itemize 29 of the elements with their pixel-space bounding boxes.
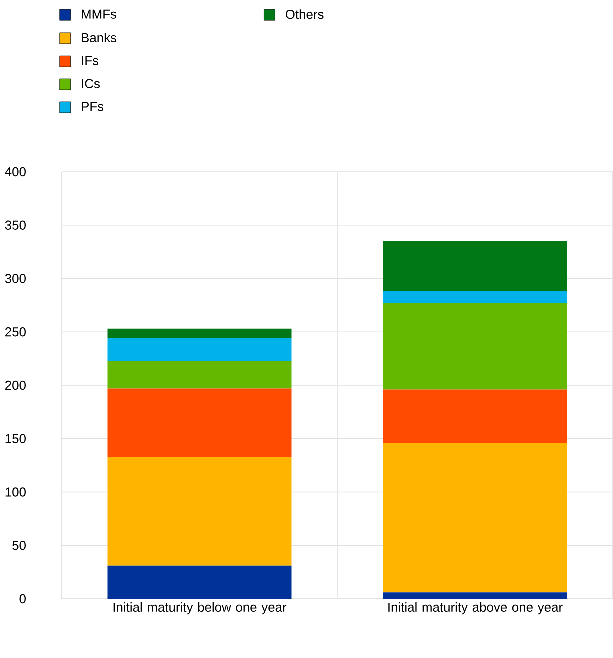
legend-label: PFs <box>82 102 104 112</box>
bar <box>383 241 568 292</box>
bar <box>108 388 292 458</box>
bar <box>383 390 568 444</box>
bar <box>108 457 292 566</box>
bar <box>108 338 292 361</box>
bar <box>383 303 568 390</box>
y-tick-label: 100 <box>6 488 26 497</box>
y-tick-label: 300 <box>5 274 26 284</box>
x-tick-label: Initial maturity below one year <box>114 602 287 615</box>
legend-label: IFs <box>82 56 99 66</box>
y-tick-label: 0 <box>20 594 26 604</box>
bar <box>383 292 568 304</box>
legend-label: Others <box>286 10 324 20</box>
bar <box>108 360 292 389</box>
y-tick-label: 150 <box>6 434 26 444</box>
y-tick-label: 200 <box>6 380 26 390</box>
y-tick-label: 350 <box>5 220 26 230</box>
legend-label: Banks <box>82 33 117 43</box>
bar <box>383 443 568 593</box>
bar <box>108 328 292 339</box>
y-tick-label: 250 <box>6 328 26 337</box>
legend-label: MMFs <box>82 10 117 19</box>
y-tick-label: 50 <box>12 541 26 550</box>
y-tick-label: 400 <box>5 167 26 177</box>
bar <box>108 566 292 599</box>
legend-label: ICs <box>82 79 100 88</box>
bar <box>383 592 568 599</box>
x-tick-label: Initial maturity above one year <box>388 602 563 615</box>
